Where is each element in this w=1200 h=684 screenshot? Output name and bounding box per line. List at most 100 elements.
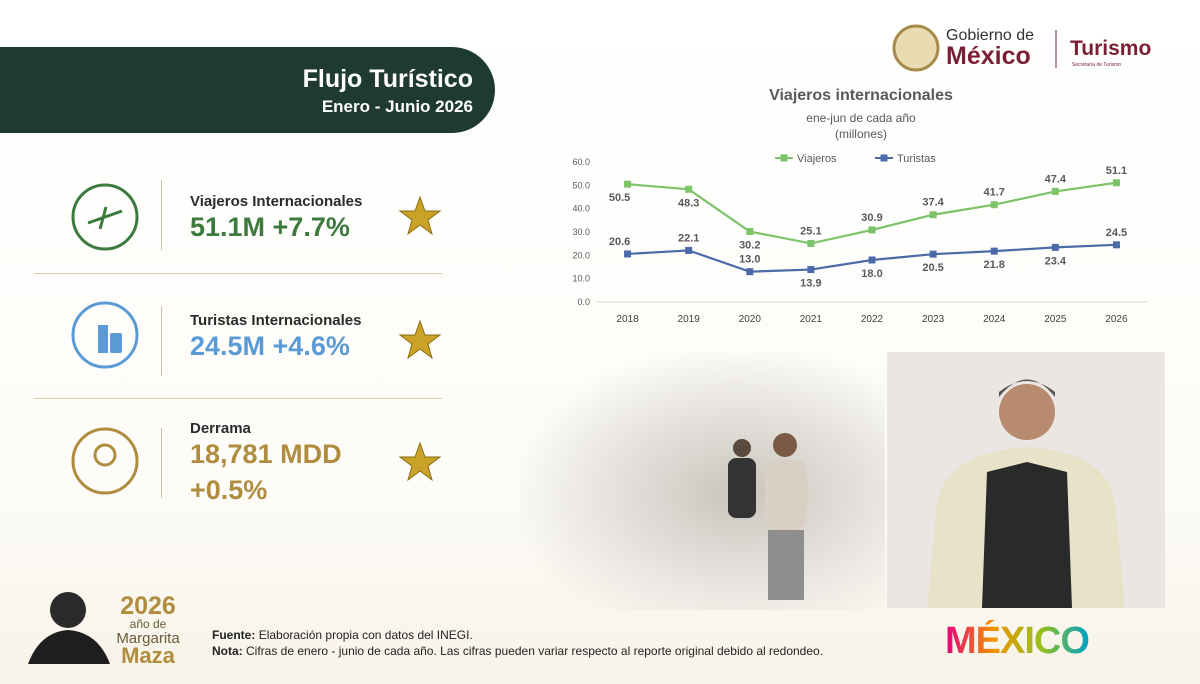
chart: Viajeros internacionales ene-jun de cada…	[572, 87, 1147, 325]
kpi-change: +0.5%	[190, 475, 268, 505]
chart-unit: (millones)	[835, 127, 887, 141]
point	[1051, 187, 1059, 195]
legend-label: Turistas	[897, 153, 936, 165]
legend-label: Viajeros	[797, 153, 837, 165]
data-label: 25.1	[800, 225, 821, 237]
data-label: 20.6	[609, 236, 630, 248]
title: Flujo Turístico	[302, 65, 473, 93]
plane-icon	[71, 183, 139, 251]
data-label: 13.0	[739, 254, 760, 266]
data-label: 18.0	[861, 268, 882, 280]
emblem	[892, 24, 940, 72]
tourist-icon	[71, 301, 139, 369]
x-tick-label: 2018	[616, 314, 639, 325]
point	[929, 250, 937, 258]
plane-shape	[87, 206, 123, 230]
x-tick-label: 2019	[678, 314, 701, 325]
legend-swatch	[880, 154, 888, 162]
point	[1112, 241, 1120, 249]
x-tick-label: 2022	[861, 314, 884, 325]
divider	[161, 180, 162, 250]
text: Elaboración propia con datos del INEGI.	[258, 628, 473, 642]
gov-line1: Gobierno de	[946, 27, 1034, 44]
data-label: 50.5	[609, 192, 630, 204]
data-label: 47.4	[1045, 173, 1067, 185]
point	[746, 268, 754, 276]
tourist-shape	[98, 325, 108, 353]
brand-logo: MÉXICO	[945, 620, 1090, 662]
badge-line: año de	[130, 617, 167, 631]
point	[807, 239, 815, 247]
y-tick-label: 20.0	[572, 250, 590, 260]
coin-shape	[93, 443, 117, 467]
traveler-figure	[728, 433, 807, 600]
y-tick-label: 60.0	[572, 157, 590, 167]
point	[1051, 243, 1059, 251]
point	[868, 256, 876, 264]
point	[807, 266, 815, 274]
kpi-icons	[71, 183, 139, 495]
text: Cifras de enero - junio de cada año. Las…	[246, 644, 824, 658]
badge: 2026 año de Margarita Maza	[28, 592, 180, 668]
point	[868, 226, 876, 234]
data-label: 22.1	[678, 232, 699, 244]
star	[398, 319, 442, 360]
point	[1112, 179, 1120, 187]
ministry-sub: Secretaría de Turismo	[1072, 62, 1121, 68]
chart-title: Viajeros internacionales	[769, 87, 953, 104]
x-tick-label: 2021	[800, 314, 823, 325]
x-tick-label: 2020	[739, 314, 762, 325]
label: Nota:	[212, 644, 243, 658]
y-tick-label: 40.0	[572, 204, 590, 214]
interpreter-figure	[927, 379, 1125, 608]
divider	[161, 428, 162, 498]
subtitle: Enero - Junio 2026	[321, 97, 473, 116]
luggage-shape	[110, 333, 122, 353]
data-label: 41.7	[984, 187, 1005, 199]
data-label: 30.9	[861, 212, 882, 224]
x-tick-label: 2026	[1105, 314, 1128, 325]
divider	[161, 306, 162, 376]
label: Fuente:	[212, 628, 256, 642]
title-banner: Flujo Turístico Enero - Junio 2026	[0, 47, 495, 133]
data-label: 20.5	[922, 262, 943, 274]
kpi-value: 18,781 MDD	[190, 439, 342, 469]
point	[624, 250, 632, 258]
star	[398, 441, 442, 482]
separator	[34, 273, 442, 274]
point	[685, 246, 693, 254]
y-tick-label: 50.0	[572, 180, 590, 190]
x-tick-label: 2023	[922, 314, 945, 325]
badge-year: 2026	[120, 592, 176, 620]
y-tick-label: 10.0	[572, 274, 590, 284]
x-tick-label: 2024	[983, 314, 1006, 325]
data-label: 37.4	[922, 197, 944, 209]
data-label: 21.8	[984, 259, 1005, 271]
x-tick-label: 2025	[1044, 314, 1067, 325]
point	[746, 228, 754, 236]
interpreter-video	[887, 352, 1165, 608]
travelers-photo	[520, 352, 885, 610]
point	[685, 185, 693, 193]
chart-subtitle: ene-jun de cada año	[806, 111, 916, 125]
gov-line2: México	[946, 42, 1031, 70]
gov-logo: Gobierno de México Turismo Secretaría de…	[892, 24, 1151, 72]
data-label: 23.4	[1045, 255, 1067, 267]
stars	[398, 195, 442, 482]
badge-line: Margarita	[116, 630, 180, 647]
star	[398, 195, 442, 236]
kpi-label: Derrama	[190, 420, 251, 437]
point	[624, 180, 632, 188]
data-label: 24.5	[1106, 227, 1127, 239]
y-tick-label: 0.0	[577, 297, 590, 307]
point	[990, 247, 998, 255]
kpi-value: 51.1M +7.7%	[190, 212, 350, 242]
kpi-value: 24.5M +4.6%	[190, 331, 350, 361]
data-label: 51.1	[1106, 165, 1127, 177]
y-tick-label: 30.0	[572, 227, 590, 237]
point	[990, 201, 998, 209]
kpi-label: Viajeros Internacionales	[190, 193, 363, 210]
separator	[34, 398, 442, 399]
footer-source: Fuente: Elaboración propia con datos del…	[212, 628, 473, 642]
